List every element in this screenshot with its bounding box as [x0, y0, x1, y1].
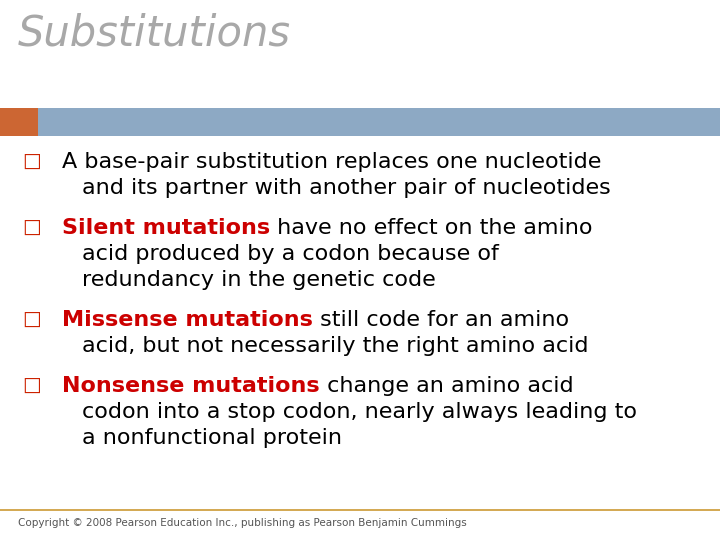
Text: Silent mutations: Silent mutations — [62, 218, 270, 238]
Bar — [0, 108, 720, 136]
Text: redundancy in the genetic code: redundancy in the genetic code — [82, 270, 436, 290]
Bar — [0, 108, 38, 136]
Text: and its partner with another pair of nucleotides: and its partner with another pair of nuc… — [82, 178, 611, 198]
Text: acid produced by a codon because of: acid produced by a codon because of — [82, 244, 499, 264]
Text: Nonsense mutations: Nonsense mutations — [62, 376, 320, 396]
Text: A base-pair substitution replaces one nucleotide: A base-pair substitution replaces one nu… — [62, 152, 601, 172]
Text: still code for an amino: still code for an amino — [313, 310, 569, 330]
Text: Missense mutations: Missense mutations — [62, 310, 313, 330]
Text: a nonfunctional protein: a nonfunctional protein — [82, 428, 342, 448]
Text: □: □ — [22, 152, 41, 171]
Text: □: □ — [22, 218, 41, 237]
Text: acid, but not necessarily the right amino acid: acid, but not necessarily the right amin… — [82, 336, 588, 356]
Text: Copyright © 2008 Pearson Education Inc., publishing as Pearson Benjamin Cummings: Copyright © 2008 Pearson Education Inc.,… — [18, 518, 467, 528]
Text: □: □ — [22, 310, 41, 329]
Text: codon into a stop codon, nearly always leading to: codon into a stop codon, nearly always l… — [82, 402, 637, 422]
Text: □: □ — [22, 376, 41, 395]
Text: change an amino acid: change an amino acid — [320, 376, 573, 396]
Text: have no effect on the amino: have no effect on the amino — [270, 218, 593, 238]
Text: Substitutions: Substitutions — [18, 12, 291, 54]
